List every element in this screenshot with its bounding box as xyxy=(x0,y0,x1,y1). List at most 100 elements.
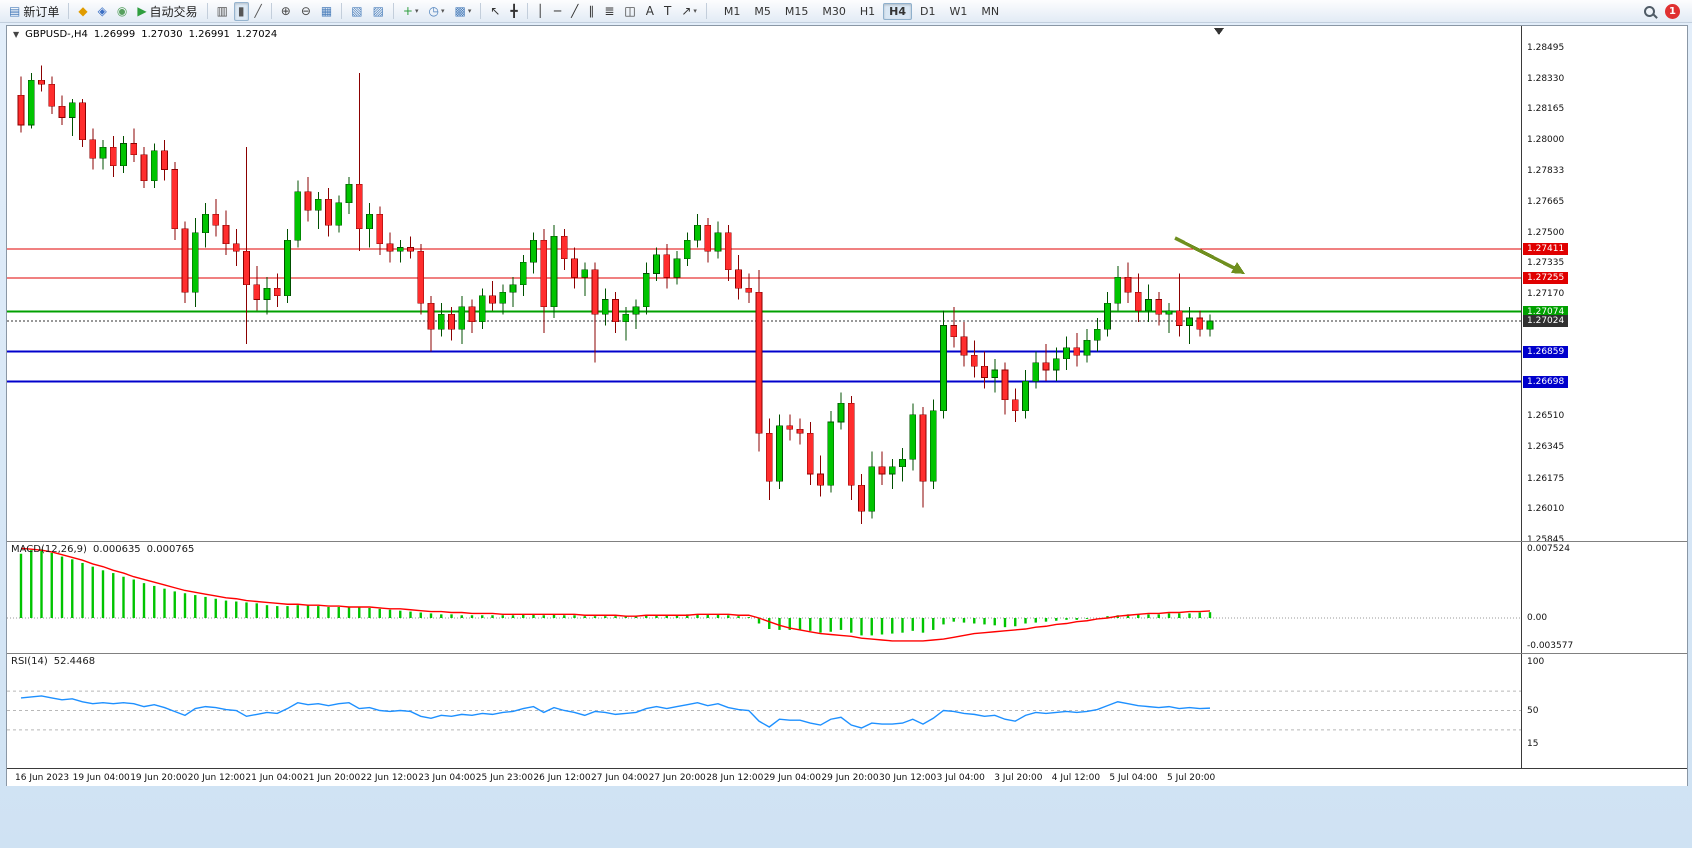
bar-chart-button[interactable]: ▥ xyxy=(213,2,232,21)
candle xyxy=(212,199,220,237)
market-watch-button[interactable]: ◆ xyxy=(74,2,91,21)
time-axis-label: 22 Jun 12:00 xyxy=(360,773,418,783)
timeframe-m1-button[interactable]: M1 xyxy=(723,4,741,18)
templates-icon: ▩ xyxy=(454,4,466,18)
time-axis-label: 27 Jun 20:00 xyxy=(648,773,706,783)
chart-info: ▼ GBPUSD-,H4 1.26999 1.27030 1.26991 1.2… xyxy=(13,29,277,40)
toolbar-separator xyxy=(526,3,528,19)
candle xyxy=(499,284,507,315)
macd-axis-label: -0.003577 xyxy=(1527,641,1574,651)
timeframe-m15-button[interactable]: M15 xyxy=(784,4,809,18)
timeframe-m30-button[interactable]: M30 xyxy=(822,4,846,18)
price-pane[interactable]: ▼ GBPUSD-,H4 1.26999 1.27030 1.26991 1.2… xyxy=(7,26,1687,545)
fibonacci-icon: ≣ xyxy=(604,4,615,18)
timeframe-w1-button[interactable]: W1 xyxy=(949,4,968,18)
cursor-button[interactable]: ↖ xyxy=(486,2,504,21)
price-chart-canvas[interactable] xyxy=(7,26,1521,541)
rsi-axis-label: 50 xyxy=(1527,705,1539,716)
candle xyxy=(673,251,681,285)
notification-badge[interactable]: 1 xyxy=(1665,3,1680,19)
chart-window: ▼ GBPUSD-,H4 1.26999 1.27030 1.26991 1.2… xyxy=(6,25,1688,786)
candle xyxy=(1155,292,1163,326)
candle xyxy=(140,147,148,189)
line-chart-button[interactable]: ╱ xyxy=(251,2,266,21)
shapes-button[interactable]: ◫ xyxy=(620,2,639,21)
timeframe-mn-button[interactable]: MN xyxy=(981,4,1000,18)
timeframe-h4-button[interactable]: H4 xyxy=(883,2,913,20)
macd-value-main: 0.000635 xyxy=(92,544,141,555)
candle xyxy=(417,243,425,315)
new-chart-button[interactable]: + ▾ xyxy=(399,2,423,21)
zoom-in-icon: ⊕ xyxy=(280,4,291,18)
shapes-icon: ◫ xyxy=(624,4,636,18)
arrows-tool-button[interactable]: ↗ ▾ xyxy=(677,2,701,21)
candlestick-chart-button[interactable]: ▮ xyxy=(233,1,249,21)
equidistant-channel-icon: ∥ xyxy=(588,4,595,18)
chart-menu-icon[interactable]: ▼ xyxy=(13,30,20,39)
line-chart-icon: ╱ xyxy=(254,4,262,18)
candle xyxy=(150,143,158,189)
navigator-button[interactable]: ◉ xyxy=(113,2,131,21)
zoom-out-button[interactable]: ⊖ xyxy=(297,2,315,21)
templates-dropdown-icon[interactable]: ▾ xyxy=(467,7,472,15)
cursor-icon: ↖ xyxy=(490,4,501,18)
timeframe-h1-button[interactable]: H1 xyxy=(859,4,876,18)
periods-icon: ◷ xyxy=(428,4,439,18)
data-window-button[interactable]: ◈ xyxy=(94,2,111,21)
zoom-in-button[interactable]: ⊕ xyxy=(277,2,295,21)
arrow-annotation[interactable] xyxy=(1174,236,1245,274)
toolbar-right: 1 xyxy=(1644,3,1692,19)
cascade-windows-icon: ▨ xyxy=(372,4,384,18)
candle xyxy=(1042,344,1050,382)
price-axis-label: 1.27500 xyxy=(1527,227,1565,238)
rsi-pane[interactable]: RSI(14) 52.4468 100 50 15 xyxy=(7,653,1687,768)
macd-pane[interactable]: MACD(12,26,9) 0.000635 0.000765 0.007524… xyxy=(7,541,1687,653)
rsi-axis[interactable]: 100 50 15 xyxy=(1521,654,1687,768)
text-button[interactable]: A xyxy=(642,2,658,21)
auto-arrange-button[interactable]: ▧ xyxy=(347,2,366,21)
horizontal-line-button[interactable]: ─ xyxy=(550,2,565,21)
templates-button[interactable]: ▩ ▾ xyxy=(450,2,475,21)
vertical-line-button[interactable]: │ xyxy=(533,2,548,21)
bar-chart-icon: ▥ xyxy=(216,4,228,18)
tile-windows-button[interactable]: ▦ xyxy=(317,2,336,21)
periods-dropdown-icon[interactable]: ▾ xyxy=(440,7,445,15)
candle xyxy=(1196,310,1204,337)
trendline-button[interactable]: ╱ xyxy=(567,2,582,21)
text-label-button[interactable]: T xyxy=(660,2,675,21)
macd-axis-label: 0.007524 xyxy=(1527,544,1570,554)
new-chart-dropdown-icon[interactable]: ▾ xyxy=(414,7,419,15)
arrows-tool-dropdown-icon[interactable]: ▾ xyxy=(693,7,697,15)
candle xyxy=(663,243,671,289)
ohlc-low: 1.26991 xyxy=(188,29,230,40)
time-axis[interactable]: 16 Jun 2023 19 Jun 04:00 19 Jun 20:00 20 Ju… xyxy=(7,768,1687,786)
autotrading-button[interactable]: ▶ 自动交易 xyxy=(133,2,201,21)
price-axis-label: 1.28330 xyxy=(1527,73,1565,84)
new-order-button[interactable]: ▤ 新订单 xyxy=(5,2,63,21)
ohlc-open: 1.26999 xyxy=(93,29,136,40)
macd-axis[interactable]: 0.007524 0.00 -0.003577 xyxy=(1521,542,1687,653)
candle xyxy=(68,98,76,137)
time-axis-label: 16 Jun 2023 xyxy=(15,773,70,783)
candle xyxy=(509,277,517,307)
timeframe-m5-button[interactable]: M5 xyxy=(754,4,771,18)
search-icon[interactable] xyxy=(1644,5,1655,17)
candle xyxy=(89,128,97,170)
timeframe-d1-button[interactable]: D1 xyxy=(920,4,936,18)
price-axis[interactable]: 1.28495 1.28330 1.28165 1.28000 1.27833 1.276… xyxy=(1521,26,1687,545)
text-icon: A xyxy=(645,4,654,18)
price-level-tag: 1.27411 xyxy=(1523,243,1569,256)
macd-canvas[interactable] xyxy=(7,542,1521,653)
cascade-windows-button[interactable]: ▨ xyxy=(369,2,388,21)
chart-shift-marker[interactable] xyxy=(1214,28,1224,35)
rsi-canvas[interactable] xyxy=(7,654,1521,768)
time-axis-label: 30 Jun 12:00 xyxy=(879,773,937,783)
macd-signal-line xyxy=(20,547,1211,642)
equidistant-channel-button[interactable]: ∥ xyxy=(584,2,598,21)
periods-button[interactable]: ◷ ▾ xyxy=(424,2,448,21)
candle xyxy=(786,414,794,441)
fibonacci-button[interactable]: ≣ xyxy=(600,2,618,21)
crosshair-button[interactable]: ╋ xyxy=(506,2,521,21)
candle xyxy=(1186,306,1193,345)
price-axis-label: 1.27833 xyxy=(1527,165,1565,176)
